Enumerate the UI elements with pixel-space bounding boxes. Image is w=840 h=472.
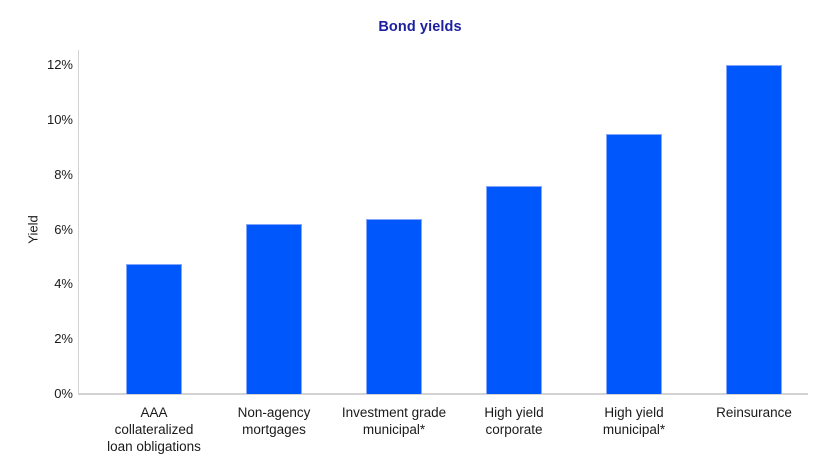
x-category-label: Investment grade municipal* <box>341 405 447 437</box>
x-category-label: Non-agency mortgages <box>237 405 311 437</box>
y-tick-label: 6% <box>54 221 73 237</box>
y-tick-label: 12% <box>46 57 73 72</box>
y-tick-label: 4% <box>54 276 73 292</box>
x-axis-line <box>78 393 808 395</box>
x-category-label: High yield municipal* <box>602 405 666 437</box>
y-tick-label: 0% <box>54 386 73 401</box>
bar-3 <box>486 185 542 394</box>
x-category-label: AAA collateralized loan obligations <box>107 405 201 454</box>
x-category-label: High yield corporate <box>484 405 544 437</box>
bar-4 <box>606 133 662 394</box>
bar-5 <box>726 65 782 394</box>
bar-2 <box>366 218 422 394</box>
y-tick-label: 2% <box>54 331 73 347</box>
y-axis-line <box>78 50 79 394</box>
y-tick-label: 8% <box>54 166 73 182</box>
bar-0 <box>126 263 182 394</box>
x-category-label: Reinsurance <box>716 405 792 420</box>
y-tick-label: 10% <box>46 111 73 127</box>
bar-1 <box>246 224 302 394</box>
chart-title: Bond yields <box>378 19 462 35</box>
